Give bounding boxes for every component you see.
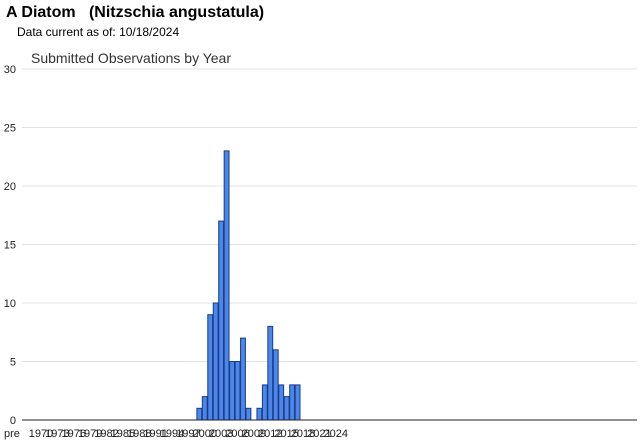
- chart-bars: [196, 150, 301, 421]
- x-tick-label: 2018: [291, 428, 315, 440]
- x-tick-label: 2012: [258, 428, 282, 440]
- x-tick-label: 1997: [176, 428, 200, 440]
- x-tick-label: 2015: [274, 428, 298, 440]
- bar-2006: [234, 361, 241, 421]
- x-tick-label: 1979: [78, 428, 102, 440]
- bar-2008: [245, 407, 252, 421]
- y-tick-label: 25: [4, 123, 16, 135]
- y-tick-label: 20: [4, 181, 16, 193]
- y-tick-label: 0: [10, 415, 16, 427]
- x-tick-label: 1991: [143, 428, 167, 440]
- x-tick-label: 1982: [94, 428, 118, 440]
- x-tick-label: pre: [4, 428, 20, 440]
- bar-2000: [201, 396, 208, 421]
- species-title: A Diatom (Nitzschia angustatula): [6, 4, 265, 21]
- x-tick-label: 1985: [111, 428, 135, 440]
- chart-title: Submitted Observations by Year: [31, 50, 231, 66]
- x-tick-label: 1976: [61, 428, 85, 440]
- x-axis: pre 1970197319761979198219851988199119941…: [4, 419, 637, 440]
- x-tick-label: 1970: [29, 428, 53, 440]
- data-date-value: 10/18/2024: [119, 25, 180, 39]
- x-tick-label: 2021: [307, 428, 331, 440]
- bar-2003: [218, 220, 225, 421]
- y-tick-label: 15: [4, 240, 16, 252]
- x-tick-label: 2024: [324, 428, 348, 440]
- bar-2017: [294, 384, 301, 421]
- bar-2007: [240, 337, 246, 421]
- data-date-label: Data current as of:: [17, 25, 116, 39]
- x-tick-label: 1988: [127, 428, 151, 440]
- bar-2004: [223, 150, 230, 421]
- bar-2012: [267, 325, 274, 421]
- data-date-line: Data current as of: 10/18/2024: [17, 25, 179, 39]
- y-tick-label: 5: [10, 357, 16, 369]
- y-axis: 0 5 10 15 20 25 30: [4, 64, 16, 427]
- y-tick-label: 30: [4, 64, 16, 76]
- y-tick-label: 10: [4, 298, 16, 310]
- bar-1999: [196, 407, 203, 421]
- x-tick-label: 1994: [160, 428, 184, 440]
- x-tick-label: 1973: [45, 428, 69, 440]
- bar-2011: [261, 384, 268, 421]
- bar-2002: [212, 302, 219, 421]
- bar-2013: [272, 349, 279, 421]
- x-tick-label: 2003: [209, 428, 233, 440]
- x-tick-label: 2009: [242, 428, 266, 440]
- x-tick-label: 2000: [193, 428, 217, 440]
- chart-grid: [22, 68, 637, 362]
- bar-2005: [229, 361, 235, 421]
- bar-2015: [283, 396, 290, 421]
- bar-2016: [289, 384, 296, 421]
- x-tick-label: 2006: [225, 428, 249, 440]
- bar-2010: [256, 407, 263, 421]
- bar-2001: [207, 314, 214, 421]
- bar-2014: [278, 384, 285, 421]
